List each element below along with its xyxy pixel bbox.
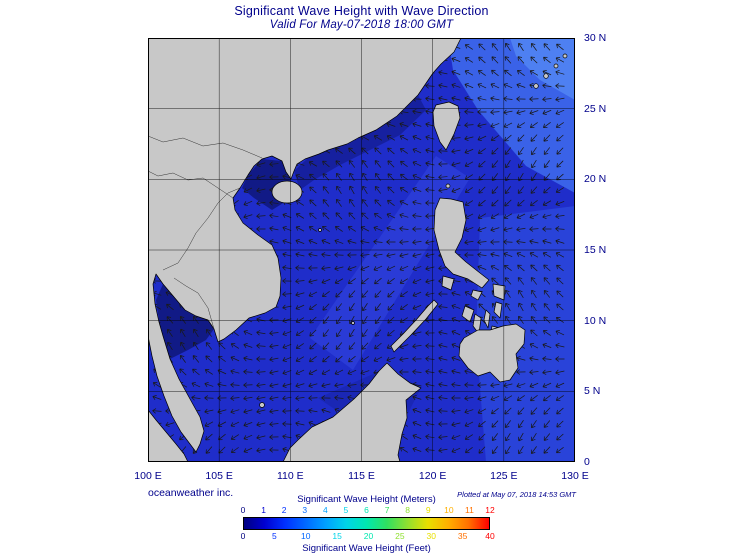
- latitude-label: 15 N: [584, 244, 607, 256]
- latitude-label: 25 N: [584, 102, 607, 115]
- meters-tick-label: 1: [261, 505, 266, 515]
- longitude-label: 115 E: [348, 470, 375, 482]
- island-spratly: [351, 321, 355, 325]
- island-ryukyu-2: [543, 73, 549, 79]
- feet-tick-label: 20: [363, 531, 374, 541]
- land-masbate: [470, 289, 483, 301]
- meters-tick-label: 11: [464, 505, 474, 515]
- meters-tick-label: 10: [444, 505, 454, 515]
- meters-tick-label: 9: [425, 505, 431, 515]
- feet-tick-label: 40: [485, 531, 495, 541]
- country-borders: [148, 135, 263, 330]
- island-babuyan: [445, 183, 451, 189]
- land-leyte: [493, 301, 503, 319]
- color-scale-bar: [243, 517, 490, 530]
- meters-tick-label: 8: [405, 505, 411, 515]
- meters-tick-label: 0: [240, 505, 246, 515]
- meters-tick-label: 6: [364, 505, 369, 515]
- land-mindanao: [458, 323, 526, 383]
- latitude-label: 10 N: [584, 314, 607, 327]
- meters-tick-label: 2: [281, 505, 287, 515]
- island-natuna: [259, 402, 265, 408]
- feet-tick-label: 10: [301, 531, 311, 541]
- feet-tick-label: 30: [426, 531, 436, 541]
- legend-meters-ticks: 0 1 2 3 4 5 6 7 8 9 10 11 12: [240, 505, 495, 515]
- latitude-label: 30 N: [584, 32, 607, 44]
- meters-tick-label: 4: [322, 505, 328, 515]
- plotted-timestamp: Plotted at May 07, 2018 14:53 GMT: [457, 490, 576, 499]
- island-paracel: [318, 228, 322, 232]
- legend-feet-label: Significant Wave Height (Feet): [302, 543, 431, 554]
- map-canvas: [148, 38, 575, 462]
- feet-tick-label: 25: [395, 531, 405, 541]
- longitude-label: 110 E: [276, 470, 304, 482]
- land-borneo: [282, 362, 422, 462]
- longitude-label: 105 E: [205, 470, 233, 482]
- land-panay: [461, 305, 475, 323]
- feet-tick-label: 35: [457, 531, 468, 541]
- land-luzon: [433, 197, 490, 289]
- latitude-label: 0: [584, 456, 590, 468]
- landmass: [148, 38, 568, 462]
- island-ryukyu-3: [553, 63, 559, 69]
- legend-feet-ticks: 0 5 10 15 20 25 30 35 40: [240, 531, 495, 541]
- meters-tick-label: 5: [343, 505, 349, 515]
- feet-tick-label: 15: [332, 531, 342, 541]
- island-ryukyu-1: [533, 83, 539, 89]
- grid-lines: [148, 38, 575, 462]
- land-asia-mainland: [148, 38, 462, 453]
- longitude-label: 120 E: [418, 470, 447, 482]
- land-mindoro: [441, 275, 455, 291]
- land-sumatra: [148, 409, 189, 462]
- latitude-label: 5 N: [584, 385, 601, 398]
- latitude-label: 20 N: [584, 173, 607, 186]
- map-frame: [148, 38, 575, 462]
- chart-subtitle: Valid For May-07-2018 18:00 GMT: [269, 19, 454, 31]
- land-hainan: [271, 180, 303, 204]
- meters-tick-label: 7: [384, 505, 390, 515]
- feet-tick-label: 5: [271, 531, 277, 541]
- feet-tick-label: 0: [240, 531, 246, 541]
- land-cebu: [483, 309, 491, 329]
- longitude-label: 130 E: [561, 470, 589, 482]
- longitude-label: 100 E: [134, 470, 162, 482]
- credit-text: oceanweather inc.: [148, 487, 234, 499]
- land-palawan: [390, 299, 439, 353]
- meters-tick-label: 3: [302, 505, 308, 515]
- longitude-label: 125 E: [490, 470, 518, 482]
- land-taiwan: [432, 101, 461, 151]
- chart-title: Significant Wave Height with Wave Direct…: [234, 4, 489, 18]
- meters-tick-label: 12: [485, 505, 495, 515]
- island-ryukyu-4: [562, 53, 568, 59]
- legend-meters-label: Significant Wave Height (Meters): [297, 494, 436, 505]
